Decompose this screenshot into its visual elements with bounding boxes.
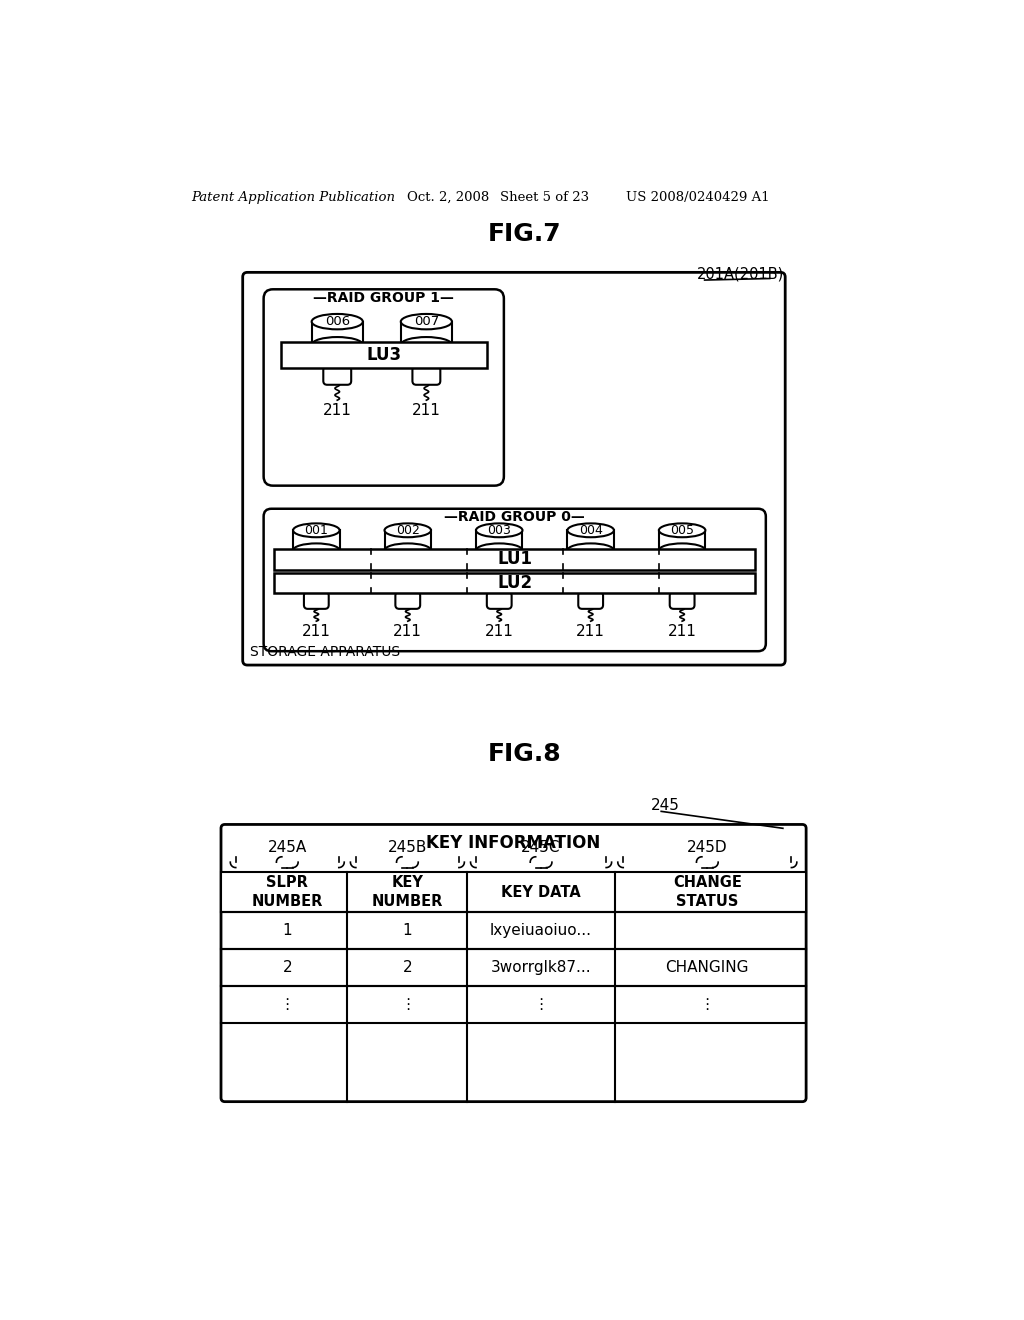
FancyBboxPatch shape [263, 289, 504, 486]
Ellipse shape [385, 524, 431, 537]
Text: lxyeiuaoiuo...: lxyeiuaoiuo... [490, 923, 592, 939]
Ellipse shape [476, 524, 522, 537]
Ellipse shape [385, 544, 431, 557]
Text: 003: 003 [487, 524, 511, 537]
Text: 211: 211 [577, 624, 605, 639]
Text: 245A: 245A [267, 841, 307, 855]
Bar [281, 342, 486, 368]
Ellipse shape [400, 337, 452, 352]
Text: ⋮: ⋮ [280, 997, 295, 1012]
FancyBboxPatch shape [486, 591, 512, 609]
Text: 211: 211 [393, 624, 422, 639]
FancyBboxPatch shape [324, 367, 351, 385]
Bar [385, 531, 431, 550]
Text: ⋮: ⋮ [699, 997, 715, 1012]
Ellipse shape [293, 544, 340, 557]
Text: US 2008/0240429 A1: US 2008/0240429 A1 [627, 190, 770, 203]
Text: LU3: LU3 [367, 346, 401, 364]
Text: 211: 211 [668, 624, 696, 639]
Text: CHANGING: CHANGING [666, 960, 750, 975]
Text: 001: 001 [304, 524, 329, 537]
Ellipse shape [476, 544, 522, 557]
Ellipse shape [311, 337, 362, 352]
FancyBboxPatch shape [263, 508, 766, 651]
Text: CHANGE
STATUS: CHANGE STATUS [673, 875, 741, 909]
Bar [274, 549, 755, 570]
Ellipse shape [400, 314, 452, 330]
Ellipse shape [658, 524, 706, 537]
Bar [567, 531, 614, 550]
Ellipse shape [567, 524, 614, 537]
Text: 3worrglk87...: 3worrglk87... [490, 960, 592, 975]
Ellipse shape [311, 314, 362, 330]
FancyBboxPatch shape [221, 825, 806, 1102]
Bar [311, 322, 362, 345]
Ellipse shape [293, 524, 340, 537]
Bar [274, 573, 755, 594]
Text: KEY DATA: KEY DATA [501, 884, 581, 900]
Text: 007: 007 [414, 315, 439, 329]
Text: ⋮: ⋮ [534, 997, 549, 1012]
Text: 005: 005 [670, 524, 694, 537]
Text: ⋮: ⋮ [399, 997, 415, 1012]
Text: Patent Application Publication: Patent Application Publication [191, 190, 395, 203]
Text: —RAID GROUP 1—: —RAID GROUP 1— [313, 290, 455, 305]
Text: 245D: 245D [687, 841, 728, 855]
Text: 002: 002 [396, 524, 420, 537]
Text: 211: 211 [484, 624, 514, 639]
Text: STORAGE APPARATUS: STORAGE APPARATUS [251, 645, 400, 659]
Text: FIG.8: FIG.8 [488, 742, 561, 766]
Text: FIG.7: FIG.7 [488, 222, 561, 246]
Bar [476, 531, 522, 550]
FancyBboxPatch shape [304, 591, 329, 609]
Ellipse shape [658, 544, 706, 557]
Text: —RAID GROUP 0—: —RAID GROUP 0— [444, 511, 585, 524]
Text: 2: 2 [402, 960, 413, 975]
Text: 211: 211 [302, 624, 331, 639]
Text: 245B: 245B [388, 841, 427, 855]
Text: 2: 2 [283, 960, 292, 975]
FancyBboxPatch shape [413, 367, 440, 385]
FancyBboxPatch shape [243, 272, 785, 665]
Text: SLPR
NUMBER: SLPR NUMBER [252, 875, 323, 909]
FancyBboxPatch shape [579, 591, 603, 609]
Text: KEY
NUMBER: KEY NUMBER [372, 875, 443, 909]
Bar [221, 873, 806, 912]
Text: 211: 211 [323, 404, 351, 418]
Text: 201A(201B): 201A(201B) [697, 267, 784, 281]
Text: Sheet 5 of 23: Sheet 5 of 23 [500, 190, 589, 203]
Text: 004: 004 [579, 524, 602, 537]
Text: 006: 006 [325, 315, 350, 329]
Bar [293, 531, 340, 550]
Text: 245C: 245C [521, 841, 561, 855]
Text: 245: 245 [650, 797, 680, 813]
Text: LU1: LU1 [498, 550, 532, 568]
FancyBboxPatch shape [670, 591, 694, 609]
Text: KEY INFORMATION: KEY INFORMATION [426, 834, 601, 851]
Ellipse shape [567, 544, 614, 557]
Text: 211: 211 [412, 404, 440, 418]
Text: 1: 1 [402, 923, 413, 939]
Text: LU2: LU2 [498, 574, 532, 593]
Bar [400, 322, 452, 345]
FancyBboxPatch shape [395, 591, 420, 609]
Text: Oct. 2, 2008: Oct. 2, 2008 [407, 190, 489, 203]
Bar [658, 531, 706, 550]
Text: 1: 1 [283, 923, 292, 939]
